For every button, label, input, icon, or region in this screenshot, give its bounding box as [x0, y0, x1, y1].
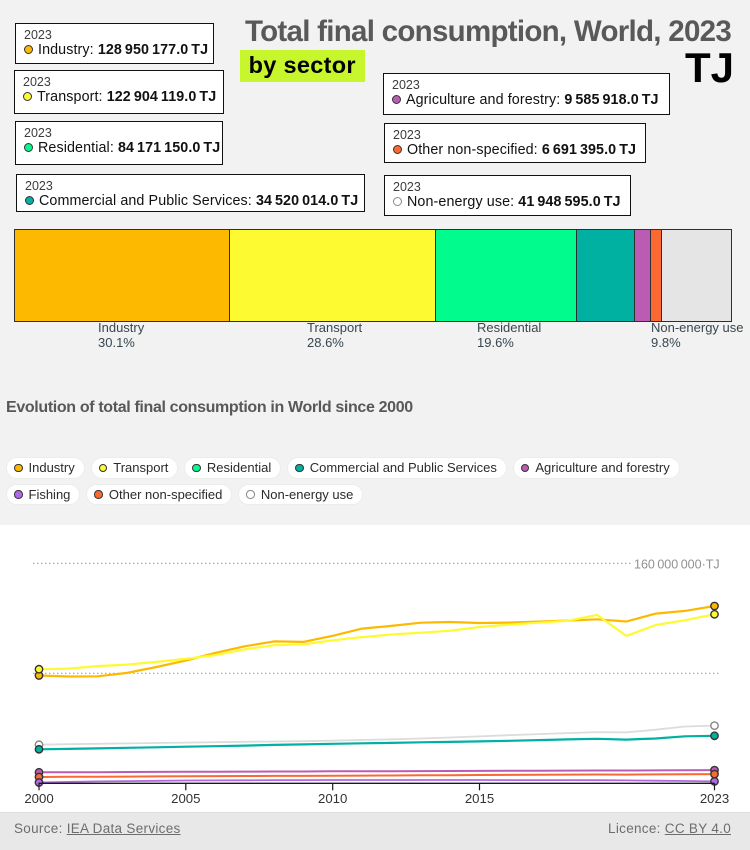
svg-text:160 000 000·TJ: 160 000 000·TJ — [634, 557, 720, 571]
svg-text:2010: 2010 — [318, 791, 347, 806]
svg-text:2015: 2015 — [465, 791, 494, 806]
svg-text:2000: 2000 — [24, 791, 53, 806]
svg-text:2023: 2023 — [700, 791, 729, 806]
svg-text:2005: 2005 — [171, 791, 200, 806]
